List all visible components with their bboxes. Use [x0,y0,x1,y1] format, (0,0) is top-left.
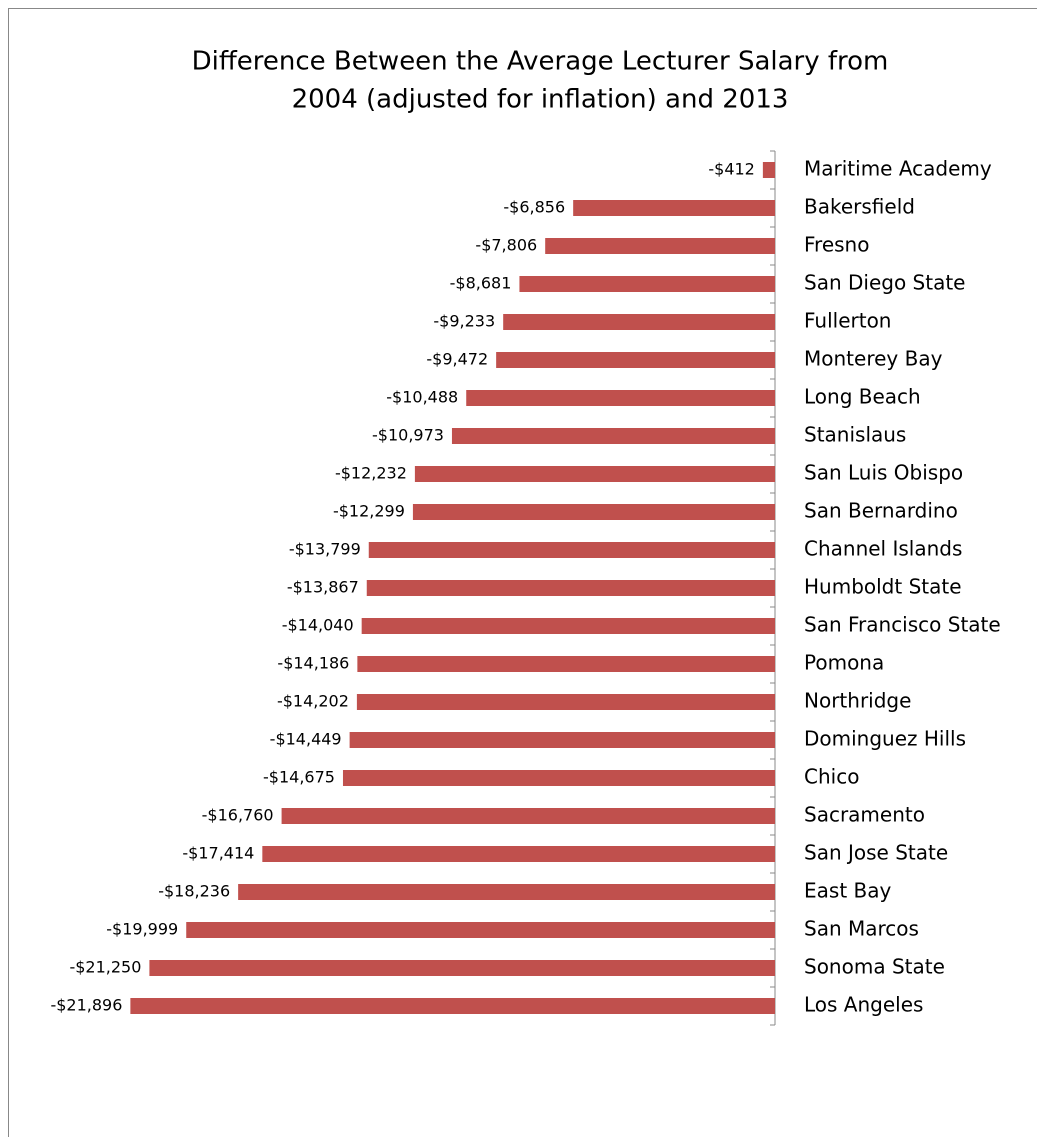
bar [342,770,775,786]
bar [503,314,775,330]
category-label: San Luis Obispo [804,461,963,485]
category-label: San Jose State [804,841,948,865]
bar [357,656,775,672]
value-label: -$9,472 [426,350,488,369]
value-label: -$6,856 [503,198,565,217]
category-label: Fresno [804,233,869,257]
bar [361,618,775,634]
bar [356,694,775,710]
bar [466,390,775,406]
bar [262,846,775,862]
value-label: -$14,040 [282,616,354,635]
chart-title: Difference Between the Average Lecturer … [192,47,889,77]
category-label: Chico [804,765,859,789]
bar [349,732,775,748]
bar [186,922,776,938]
category-label: San Marcos [804,917,919,941]
value-label: -$14,675 [263,768,335,787]
bar [762,162,775,178]
category-label: Long Beach [804,385,921,409]
value-label: -$14,202 [277,692,349,711]
value-label: -$21,250 [69,958,141,977]
value-label: -$7,806 [475,236,537,255]
category-label: Northridge [804,689,911,713]
value-label: -$21,896 [50,996,122,1015]
bar [519,276,775,292]
bar [573,200,775,216]
bar [130,998,775,1014]
category-label: Dominguez Hills [804,727,966,751]
value-label: -$9,233 [433,312,495,331]
bar [545,238,775,254]
value-label: -$19,999 [106,920,178,939]
value-label: -$17,414 [182,844,254,863]
category-label: Maritime Academy [804,157,992,181]
value-label: -$13,799 [289,540,361,559]
category-label: Monterey Bay [804,347,943,371]
category-label: East Bay [804,879,891,903]
bar [496,352,775,368]
bar [281,808,775,824]
category-label: Sacramento [804,803,925,827]
chart-frame [8,8,1037,1137]
bar [414,466,775,482]
category-label: Stanislaus [804,423,906,447]
bar [368,542,775,558]
value-label: -$14,449 [270,730,342,749]
value-label: -$8,681 [450,274,512,293]
value-label: -$12,232 [335,464,407,483]
category-label: San Diego State [804,271,965,295]
value-label: -$18,236 [158,882,230,901]
category-label: Los Angeles [804,993,923,1017]
value-label: -$12,299 [333,502,405,521]
category-label: Sonoma State [804,955,945,979]
category-label: Pomona [804,651,884,675]
category-label: Bakersfield [804,195,915,219]
bar [366,580,775,596]
value-label: -$412 [708,160,755,179]
category-label: Humboldt State [804,575,962,599]
category-label: San Francisco State [804,613,1001,637]
value-label: -$10,973 [372,426,444,445]
chart-title: 2004 (adjusted for inflation) and 2013 [292,85,789,115]
category-label: Channel Islands [804,537,962,561]
category-label: Fullerton [804,309,891,333]
bar [149,960,775,976]
bar [238,884,776,900]
bar [451,428,775,444]
value-label: -$16,760 [202,806,274,825]
bar [412,504,775,520]
value-label: -$13,867 [287,578,359,597]
value-label: -$10,488 [386,388,458,407]
category-label: San Bernardino [804,499,958,523]
value-label: -$14,186 [277,654,349,673]
